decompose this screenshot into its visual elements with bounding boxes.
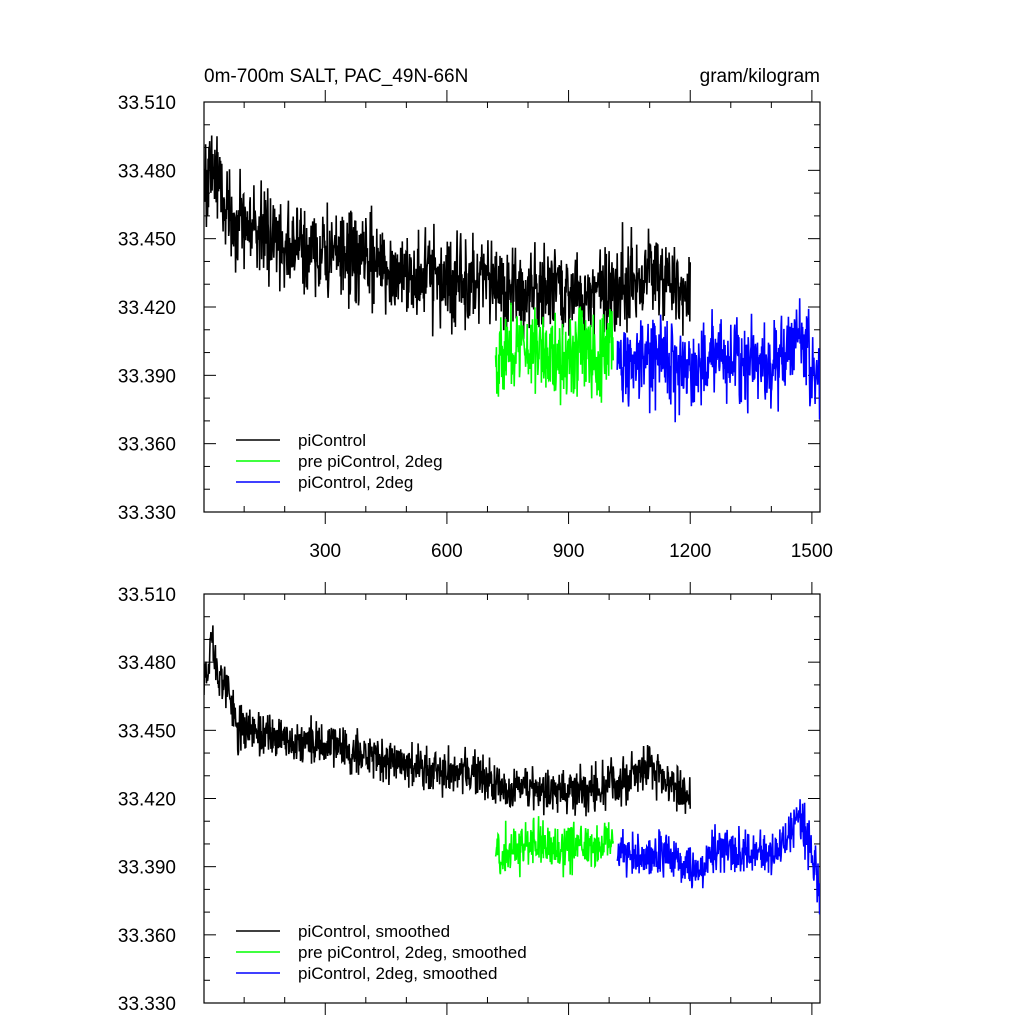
- series-line-pre-picontrol-2deg: [494, 302, 614, 406]
- series-line-picontrol-smoothed: [204, 625, 691, 817]
- x-tick-label: 1200: [669, 541, 711, 562]
- legend-label: piControl, 2deg: [298, 473, 413, 492]
- y-tick-label: 33.510: [118, 93, 176, 114]
- y-tick-label: 33.390: [118, 366, 176, 387]
- y-tick-label: 33.480: [118, 161, 176, 182]
- y-tick-label: 33.510: [118, 585, 176, 606]
- units-label: gram/kilogram: [700, 66, 820, 87]
- y-tick-label: 33.330: [118, 994, 176, 1015]
- y-tick-label: 33.420: [118, 790, 176, 811]
- legend-label: piControl, smoothed: [298, 922, 450, 941]
- plot-frame: [203, 101, 821, 513]
- legend-label: pre piControl, 2deg: [298, 452, 443, 471]
- y-tick-label: 33.450: [118, 721, 176, 742]
- y-tick-label: 33.390: [118, 858, 176, 879]
- legend-label: piControl, 2deg, smoothed: [298, 964, 497, 983]
- y-tick-label: 33.450: [118, 230, 176, 251]
- y-tick-label: 33.360: [118, 435, 176, 456]
- y-tick-label: 33.480: [118, 653, 176, 674]
- legend-label: pre piControl, 2deg, smoothed: [298, 943, 527, 962]
- y-tick-label: 33.420: [118, 298, 176, 319]
- legend-label: piControl: [298, 431, 366, 450]
- bottom-panel: 33.330 33.360 33.390 33.420 33.450 33.480 33.5…: [118, 582, 821, 1015]
- series-line-picontrol: [204, 135, 691, 347]
- series-line-picontrol-2deg: [616, 298, 820, 423]
- x-tick-label: 600: [431, 541, 463, 562]
- y-tick-label: 33.360: [118, 926, 176, 947]
- plot-title: 0m-700m SALT, PAC_49N-66N: [204, 66, 468, 87]
- y-tick-label: 33.330: [118, 503, 176, 524]
- x-tick-label: 1500: [791, 541, 833, 562]
- series-line-picontrol-2deg-smoothed: [616, 799, 820, 915]
- series-line-pre-picontrol-2deg-smoothed: [494, 816, 614, 878]
- x-tick-label: 900: [553, 541, 585, 562]
- x-tick-label: 300: [309, 541, 341, 562]
- top-panel: 33.330 33.360 33.390 33.420 33.450 33.480 33.5…: [118, 90, 833, 562]
